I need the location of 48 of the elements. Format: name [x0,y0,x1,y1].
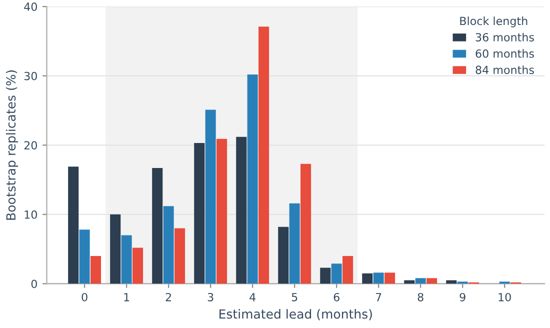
y-axis-title: Bootstrap replicates (%) [6,70,18,220]
bar [278,226,289,284]
x-tick-label: 4 [250,293,256,302]
x-tick-label: 10 [498,292,511,302]
bar [426,278,438,284]
x-tick-label: 9 [460,292,466,302]
legend-label: 60 months [476,49,534,58]
bar [320,268,331,284]
bar [289,203,300,284]
bar [121,235,132,284]
bar [194,143,205,284]
bar [163,206,174,284]
x-tick-label: 1 [124,293,130,302]
x-tick-label: 8 [418,292,424,302]
legend-label: 36 months [476,32,534,42]
bar [68,166,79,284]
y-tick-label: 30 [24,72,37,80]
legend-title: Block length [460,16,528,28]
y-tick-label: 10 [24,210,37,219]
bar [362,273,373,284]
x-tick-label: 7 [376,293,382,302]
bar [152,168,163,284]
bar [415,278,426,284]
x-axis-title: Estimated lead (months) [220,309,372,320]
bar [258,26,270,284]
x-tick-label: 3 [208,292,214,302]
bar [384,272,396,284]
bar [300,164,312,284]
bar [205,110,216,284]
bar [342,256,354,284]
legend-label: 84 months [476,65,534,74]
x-tick-label: 5 [292,293,298,302]
bar [236,136,247,284]
bar [110,214,121,284]
x-tick-label: 0 [82,292,88,302]
y-tick-label: 40 [24,2,37,11]
x-tick-label: 2 [166,292,171,302]
bar [331,264,342,284]
bar [90,256,102,284]
bar [174,228,186,284]
y-tick-label: 0 [31,280,37,288]
bar [373,272,384,284]
bar [216,138,228,284]
x-tick-label: 6 [334,292,340,302]
bar [79,230,90,284]
y-tick-label: 20 [24,141,37,150]
bar [247,74,258,284]
bar [132,248,144,284]
